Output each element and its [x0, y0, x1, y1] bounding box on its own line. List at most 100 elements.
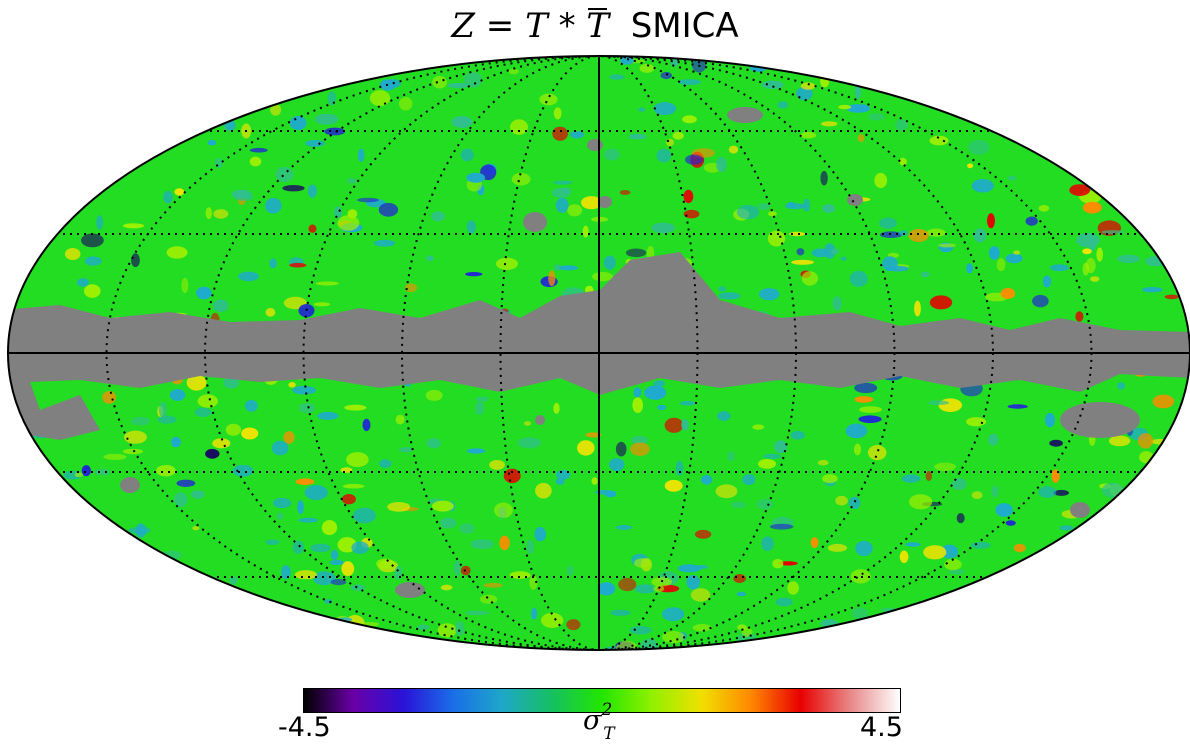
map-blob: [459, 523, 475, 534]
map-blob: [938, 398, 963, 413]
map-blob: [715, 484, 738, 499]
map-blob: [848, 496, 861, 509]
map-blob: [213, 299, 229, 313]
map-blob: [470, 539, 494, 549]
map-blob: [615, 441, 627, 457]
map-blob: [777, 101, 789, 109]
map-blob: [440, 517, 457, 529]
map-blob: [800, 131, 817, 139]
map-blob: [577, 440, 595, 456]
map-blob: [174, 492, 188, 507]
map-blob: [313, 571, 336, 586]
map-blob: [653, 380, 666, 387]
map-blob: [620, 56, 634, 65]
map-blob: [632, 397, 643, 414]
map-blob: [465, 272, 483, 277]
map-blob: [376, 558, 395, 569]
map-blob: [417, 624, 430, 630]
map-blob: [966, 417, 987, 427]
map-blob: [465, 610, 489, 616]
map-blob: [1090, 276, 1100, 282]
map-blob: [956, 513, 965, 524]
map-blob: [341, 561, 355, 577]
map-blob: [475, 401, 485, 415]
map-blob: [351, 541, 369, 554]
map-blob: [479, 594, 498, 604]
map-blob: [683, 209, 700, 219]
map-blob: [591, 477, 598, 485]
map-blob: [463, 72, 483, 88]
map-blob: [425, 389, 443, 401]
map-blob: [517, 437, 542, 449]
map-blob: [582, 225, 589, 238]
map-blob: [1152, 394, 1175, 409]
map-blob: [850, 569, 871, 584]
map-blob: [651, 222, 675, 234]
map-blob: [609, 74, 625, 80]
map-blob: [194, 407, 212, 417]
map-outline: [7, 55, 1190, 651]
map-blob: [313, 302, 331, 307]
map-blob: [657, 404, 667, 411]
map-blob: [631, 436, 648, 445]
map-blob: [526, 539, 535, 554]
map-blob: [653, 585, 665, 592]
colorbar-min-label: -4.5: [278, 712, 331, 743]
map-blob: [1005, 253, 1023, 264]
map-blob: [633, 387, 642, 398]
map-blob: [1069, 184, 1091, 197]
map-blob: [769, 523, 794, 530]
title-name: SMICA: [630, 6, 739, 46]
map-blob: [426, 438, 441, 449]
map-blob: [553, 402, 560, 414]
map-blob: [853, 443, 862, 456]
map-blob: [728, 145, 739, 154]
map-blob: [927, 400, 950, 406]
map-blob: [541, 612, 564, 629]
map-blob: [742, 474, 756, 485]
map-blob: [690, 588, 711, 602]
map-blob: [854, 382, 878, 394]
map-blob: [736, 591, 747, 597]
map-blob: [334, 206, 342, 219]
map-blob: [1117, 254, 1141, 263]
map-blob: [341, 494, 356, 505]
map-blob: [570, 131, 584, 139]
map-blob: [1032, 294, 1049, 308]
map-blob: [552, 187, 571, 199]
map-blob: [307, 184, 317, 198]
map-blob: [553, 264, 562, 271]
map-blob: [238, 271, 259, 282]
map-blob: [784, 203, 806, 210]
map-blob: [289, 262, 307, 268]
map-blob: [1038, 205, 1050, 212]
map-blob: [731, 501, 746, 509]
map-blob: [767, 230, 786, 247]
map-blob: [683, 189, 694, 204]
map-blob: [718, 286, 727, 292]
map-blob: [298, 403, 316, 413]
map-blob: [483, 582, 503, 588]
map-blob: [717, 411, 731, 421]
map-blob: [616, 525, 632, 530]
map-blob: [899, 550, 909, 564]
map-blob: [859, 406, 883, 413]
map-blob: [276, 512, 284, 520]
map-blob: [174, 188, 185, 196]
map-blob: [292, 540, 304, 554]
map-blob: [131, 416, 150, 426]
map-blob: [971, 491, 983, 499]
map-blob: [96, 215, 104, 230]
title-t-bar: T: [586, 6, 610, 46]
map-blob: [775, 597, 793, 607]
map-blob: [664, 417, 684, 433]
map-blob: [534, 527, 547, 542]
map-blob: [996, 258, 1006, 272]
map-blob: [988, 246, 1000, 260]
map-blob: [157, 415, 177, 424]
map-blob: [374, 239, 396, 247]
map-blob: [283, 431, 295, 444]
map-blob: [820, 170, 828, 186]
map-blob: [249, 156, 262, 167]
map-blob: [265, 197, 282, 214]
